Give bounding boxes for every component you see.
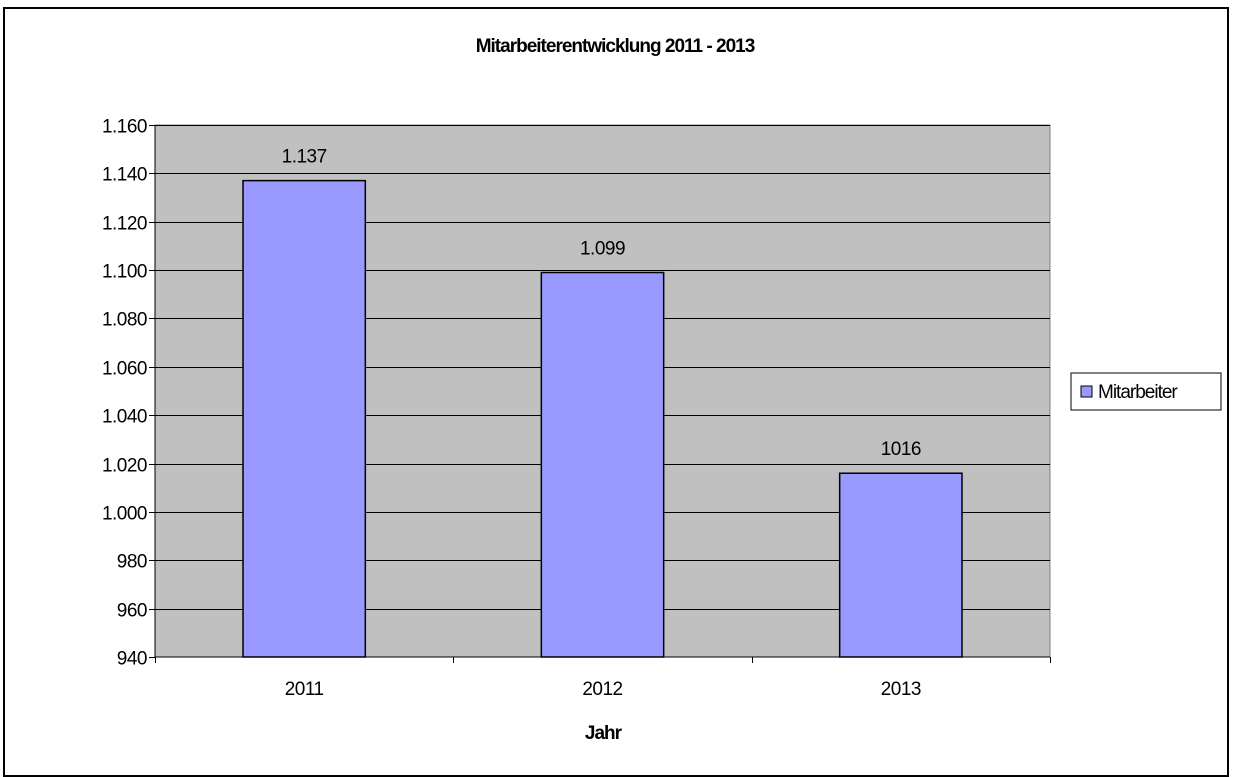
y-tick-label: 1.040 — [102, 407, 147, 428]
x-tick-label-2012: 2012 — [582, 679, 622, 700]
data-label-2011: 1.137 — [282, 147, 327, 168]
y-tick-label: 1.000 — [102, 504, 147, 525]
y-tick-label: 960 — [117, 601, 147, 622]
x-tick-label-2011: 2011 — [285, 679, 324, 700]
chart-title: Mitarbeiterentwicklung 2011 - 2013 — [476, 36, 755, 57]
legend: Mitarbeiter — [1070, 372, 1222, 411]
y-tick-label: 940 — [117, 649, 147, 670]
bar-2011 — [242, 179, 367, 658]
x-tick-label-2013: 2013 — [881, 679, 921, 700]
bar-2013 — [838, 472, 963, 658]
y-tick-label: 1.140 — [102, 165, 147, 186]
data-labels: 1.137 1.099 1016 — [282, 147, 922, 461]
y-axis-tick-labels: 940 960 980 1.000 1.020 1.040 1.060 1.080 1.100 1… — [102, 117, 155, 670]
x-axis-title: Jahr — [585, 723, 623, 744]
y-tick-label: 1.120 — [102, 214, 147, 235]
y-tick-label: 1.060 — [102, 359, 147, 380]
y-tick-label: 1.100 — [102, 262, 147, 283]
y-tick-label: 1.020 — [102, 456, 147, 477]
x-axis-tick-labels: 2011 2012 2013 — [155, 657, 1051, 700]
data-label-2013: 1016 — [881, 439, 921, 460]
y-tick-label: 1.080 — [102, 310, 147, 331]
bars — [242, 179, 963, 658]
legend-swatch — [1080, 385, 1093, 398]
legend-box — [1070, 372, 1222, 411]
y-tick-label: 980 — [117, 552, 147, 573]
bar-2012 — [540, 271, 665, 658]
legend-label: Mitarbeiter — [1098, 382, 1178, 403]
y-tick-label: 1.160 — [102, 117, 147, 138]
data-label-2012: 1.099 — [580, 239, 625, 260]
